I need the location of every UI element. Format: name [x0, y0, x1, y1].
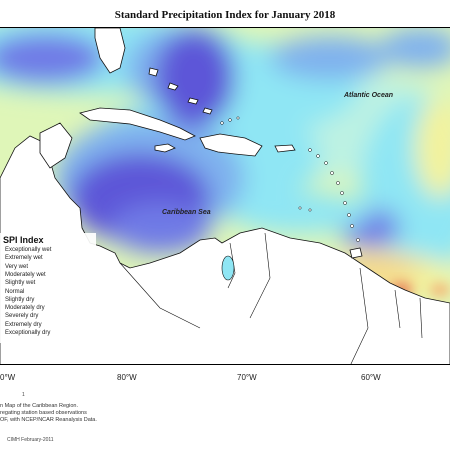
legend-item: Normal — [5, 288, 25, 295]
legend-title: SPI Index — [3, 235, 44, 245]
caribbean-label: Caribbean Sea — [162, 209, 211, 216]
atlantic-label: Atlantic Ocean — [344, 92, 394, 99]
legend-item: Moderately wet — [5, 271, 46, 278]
legend: SPI Index Exceptionally wet Extremely wet… — [0, 233, 96, 343]
credits: n Map of the Caribbean Region. regating … — [0, 403, 97, 424]
credit-line: n Map of the Caribbean Region. — [0, 403, 78, 409]
borders — [119, 232, 423, 364]
lon-tick-1: 0°W — [0, 373, 16, 382]
map-panel: Atlantic Ocean Caribbean Sea SPI Index E… — [0, 27, 450, 365]
legend-item: Extremely wet — [5, 255, 43, 262]
credit-line: regating station based observations — [0, 410, 87, 416]
precipitation-map — [0, 28, 450, 364]
legend-item: Severely dry — [5, 313, 39, 320]
lon-tick-4: 60°W — [361, 373, 381, 382]
lon-tick-2: 80°W — [117, 373, 137, 382]
legend-item: Slightly wet — [5, 280, 36, 287]
spi-field — [0, 28, 450, 300]
legend-item: Extremely dry — [5, 321, 42, 328]
legend-item: Exceptionally wet — [5, 247, 52, 253]
landmasses — [0, 28, 450, 364]
credit-date: CIMH February-2011 — [7, 437, 54, 443]
turks-caicos — [220, 116, 240, 125]
lon-tick-3: 70°W — [237, 373, 257, 382]
legend-item: Exceptionally dry — [5, 330, 51, 336]
legend-item: Very wet — [5, 263, 29, 270]
lesser-antilles — [298, 148, 360, 242]
lake-maracaibo — [221, 255, 235, 281]
footnote-mark: 1 — [22, 392, 25, 398]
map-title: Standard Precipitation Index for January… — [114, 9, 336, 21]
legend-item: Slightly dry — [5, 296, 35, 303]
credit-line: OF, with NCEP/NCAR Reanalysis Data. — [0, 417, 97, 423]
legend-item: Moderately dry — [5, 305, 45, 312]
